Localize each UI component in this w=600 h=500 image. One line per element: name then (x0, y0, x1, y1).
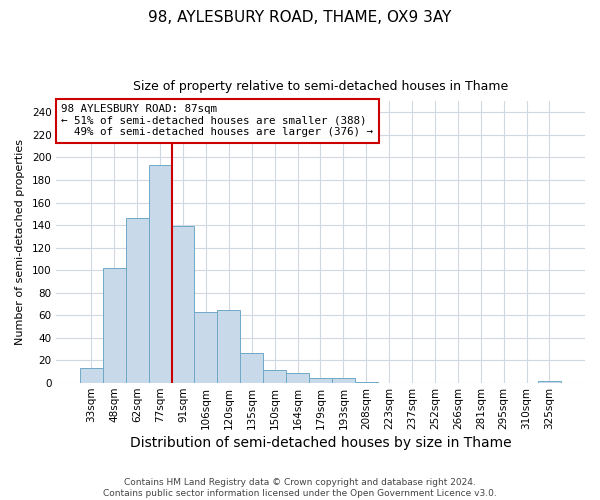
Text: Contains HM Land Registry data © Crown copyright and database right 2024.
Contai: Contains HM Land Registry data © Crown c… (103, 478, 497, 498)
Bar (103, 268, 126, 383)
Bar (80, 368, 103, 383)
Bar (286, 372, 309, 383)
Title: Size of property relative to semi-detached houses in Thame: Size of property relative to semi-detach… (133, 80, 508, 93)
Bar (332, 378, 355, 383)
Bar (217, 310, 240, 383)
Bar (538, 380, 561, 383)
Y-axis label: Number of semi-detached properties: Number of semi-detached properties (15, 139, 25, 345)
Bar (149, 166, 172, 383)
X-axis label: Distribution of semi-detached houses by size in Thame: Distribution of semi-detached houses by … (130, 436, 511, 450)
Bar (126, 218, 149, 383)
Bar (309, 378, 332, 383)
Text: 98 AYLESBURY ROAD: 87sqm
← 51% of semi-detached houses are smaller (388)
  49% o: 98 AYLESBURY ROAD: 87sqm ← 51% of semi-d… (61, 104, 373, 137)
Bar (263, 370, 286, 383)
Bar (240, 354, 263, 383)
Bar (355, 382, 377, 383)
Text: 98, AYLESBURY ROAD, THAME, OX9 3AY: 98, AYLESBURY ROAD, THAME, OX9 3AY (148, 10, 452, 25)
Bar (172, 226, 194, 383)
Bar (194, 312, 217, 383)
